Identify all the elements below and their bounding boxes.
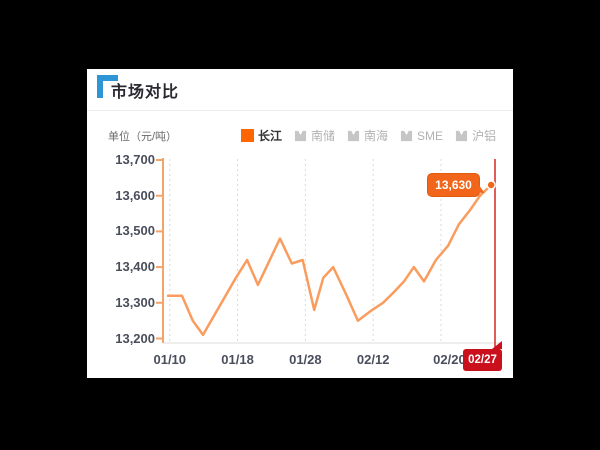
market-compare-card: 市场对比 单位（元/吨） 长江 南储 南海 SME 沪铝 <box>87 69 513 378</box>
legend-item-label: 沪铝 <box>472 129 497 143</box>
last-date-badge: 02/27 <box>463 341 502 371</box>
series-swatch-icon <box>241 129 254 142</box>
chart-legend: 长江 南储 南海 SME 沪铝 <box>241 127 496 144</box>
legend-item[interactable]: SME <box>400 129 443 143</box>
unit-label: 单位（元/吨） <box>108 131 178 143</box>
legend-item-label: SME <box>417 128 444 143</box>
bar-chart-icon <box>294 130 307 142</box>
x-axis-label: 01/10 <box>153 352 187 367</box>
end-dot <box>486 180 496 190</box>
plot-area <box>156 158 502 347</box>
legend-item-label: 长江 <box>258 129 283 143</box>
bar-chart-icon <box>347 130 360 142</box>
y-axis-label: 13,400 <box>115 259 155 275</box>
legend-item[interactable]: 长江 <box>241 127 282 144</box>
header-divider <box>87 110 513 111</box>
bar-chart-icon <box>455 130 468 142</box>
y-axis-label: 13,700 <box>115 152 155 167</box>
legend-item-label: 南海 <box>364 129 389 143</box>
series-line <box>166 183 493 337</box>
y-axis-label: 13,500 <box>115 223 155 239</box>
y-axis-label: 13,600 <box>115 187 155 203</box>
legend-item[interactable]: 南海 <box>347 127 388 144</box>
x-axis-label: 01/28 <box>289 352 322 367</box>
header-corner-accent-icon <box>97 75 118 98</box>
x-axis-label: 02/20 <box>433 352 466 367</box>
x-axis-label: 02/12 <box>356 352 390 367</box>
legend-item-label: 南储 <box>311 129 336 143</box>
bar-chart-icon <box>400 130 413 142</box>
legend-item[interactable]: 沪铝 <box>455 127 496 144</box>
legend-item[interactable]: 南储 <box>294 127 335 144</box>
page-title: 市场对比 <box>111 84 180 101</box>
y-axis-label: 13,200 <box>115 330 155 346</box>
x-axis-label: 01/18 <box>221 352 254 367</box>
last-value-callout: 13,630 <box>427 173 480 197</box>
y-axis-label: 13,300 <box>115 294 155 310</box>
